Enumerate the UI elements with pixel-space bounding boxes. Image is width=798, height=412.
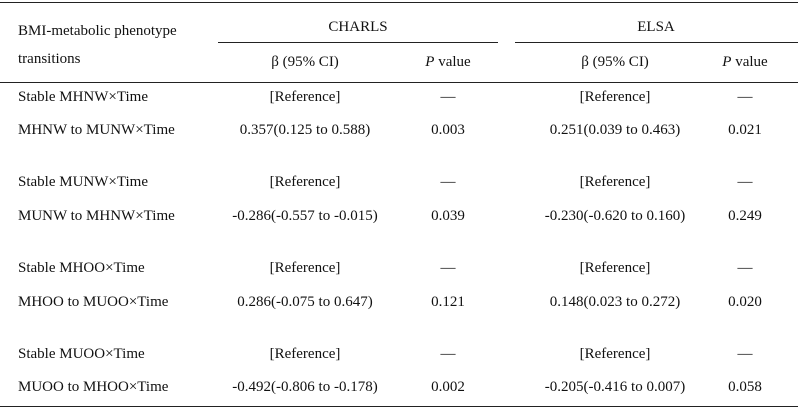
group-rule bbox=[218, 42, 498, 43]
cell: 0.249 bbox=[728, 208, 762, 224]
cell: — bbox=[737, 260, 753, 276]
row-label: MHOO to MUOO×Time bbox=[18, 294, 169, 310]
cell: 0.357(0.125 to 0.588) bbox=[239, 122, 371, 138]
cell: [Reference] bbox=[579, 174, 651, 190]
row-label: MUNW to MHNW×Time bbox=[18, 208, 175, 224]
column-label: value bbox=[438, 54, 471, 70]
cell: 0.121 bbox=[431, 294, 465, 310]
column-header: β (95% CI) bbox=[581, 53, 649, 71]
cell: [Reference] bbox=[579, 89, 651, 105]
cell: — bbox=[440, 89, 456, 105]
column-header: P value bbox=[425, 53, 470, 71]
column-symbol: P bbox=[425, 54, 435, 70]
cell: [Reference] bbox=[579, 346, 651, 362]
column-symbol: P bbox=[722, 54, 732, 70]
cell: — bbox=[440, 260, 456, 276]
cell: 0.039 bbox=[431, 208, 465, 224]
column-label: β (95% CI) bbox=[581, 54, 649, 70]
column-label: value bbox=[735, 54, 768, 70]
cell: -0.286(-0.557 to -0.015) bbox=[232, 208, 378, 224]
cell: — bbox=[737, 89, 753, 105]
row-header: BMI-metabolic phenotype bbox=[18, 23, 177, 39]
cell: [Reference] bbox=[269, 346, 341, 362]
cell: [Reference] bbox=[579, 260, 651, 276]
row-header: transitions bbox=[18, 51, 81, 67]
row-label: Stable MHNW×Time bbox=[18, 89, 148, 105]
column-header: β (95% CI) bbox=[271, 53, 339, 71]
cell: 0.058 bbox=[728, 379, 762, 395]
cell: 0.021 bbox=[728, 122, 762, 138]
cell: [Reference] bbox=[269, 174, 341, 190]
bottom-rule bbox=[0, 406, 798, 407]
cell: — bbox=[737, 174, 753, 190]
column-header: P value bbox=[722, 53, 767, 71]
cell: [Reference] bbox=[269, 89, 341, 105]
row-label: MHNW to MUNW×Time bbox=[18, 122, 175, 138]
cell: 0.251(0.039 to 0.463) bbox=[549, 122, 681, 138]
cell: 0.002 bbox=[431, 379, 465, 395]
group-rule bbox=[515, 42, 798, 43]
cell: -0.492(-0.806 to -0.178) bbox=[232, 379, 378, 395]
cell: — bbox=[737, 346, 753, 362]
cell: 0.148(0.023 to 0.272) bbox=[549, 294, 681, 310]
header-rule bbox=[0, 82, 798, 83]
column-label: β (95% CI) bbox=[271, 54, 339, 70]
cell: — bbox=[440, 174, 456, 190]
row-label: Stable MUOO×Time bbox=[18, 346, 145, 362]
cell: — bbox=[440, 346, 456, 362]
cell: 0.020 bbox=[728, 294, 762, 310]
cell: [Reference] bbox=[269, 260, 341, 276]
group-header: ELSA bbox=[637, 19, 675, 35]
row-label: Stable MUNW×Time bbox=[18, 174, 148, 190]
group-header: CHARLS bbox=[328, 19, 388, 35]
cell: -0.230(-0.620 to 0.160) bbox=[544, 208, 686, 224]
cell: 0.003 bbox=[431, 122, 465, 138]
row-label: Stable MHOO×Time bbox=[18, 260, 145, 276]
cell: -0.205(-0.416 to 0.007) bbox=[544, 379, 686, 395]
cell: 0.286(-0.075 to 0.647) bbox=[237, 294, 373, 310]
row-label: MUOO to MHOO×Time bbox=[18, 379, 169, 395]
top-rule bbox=[0, 2, 798, 3]
